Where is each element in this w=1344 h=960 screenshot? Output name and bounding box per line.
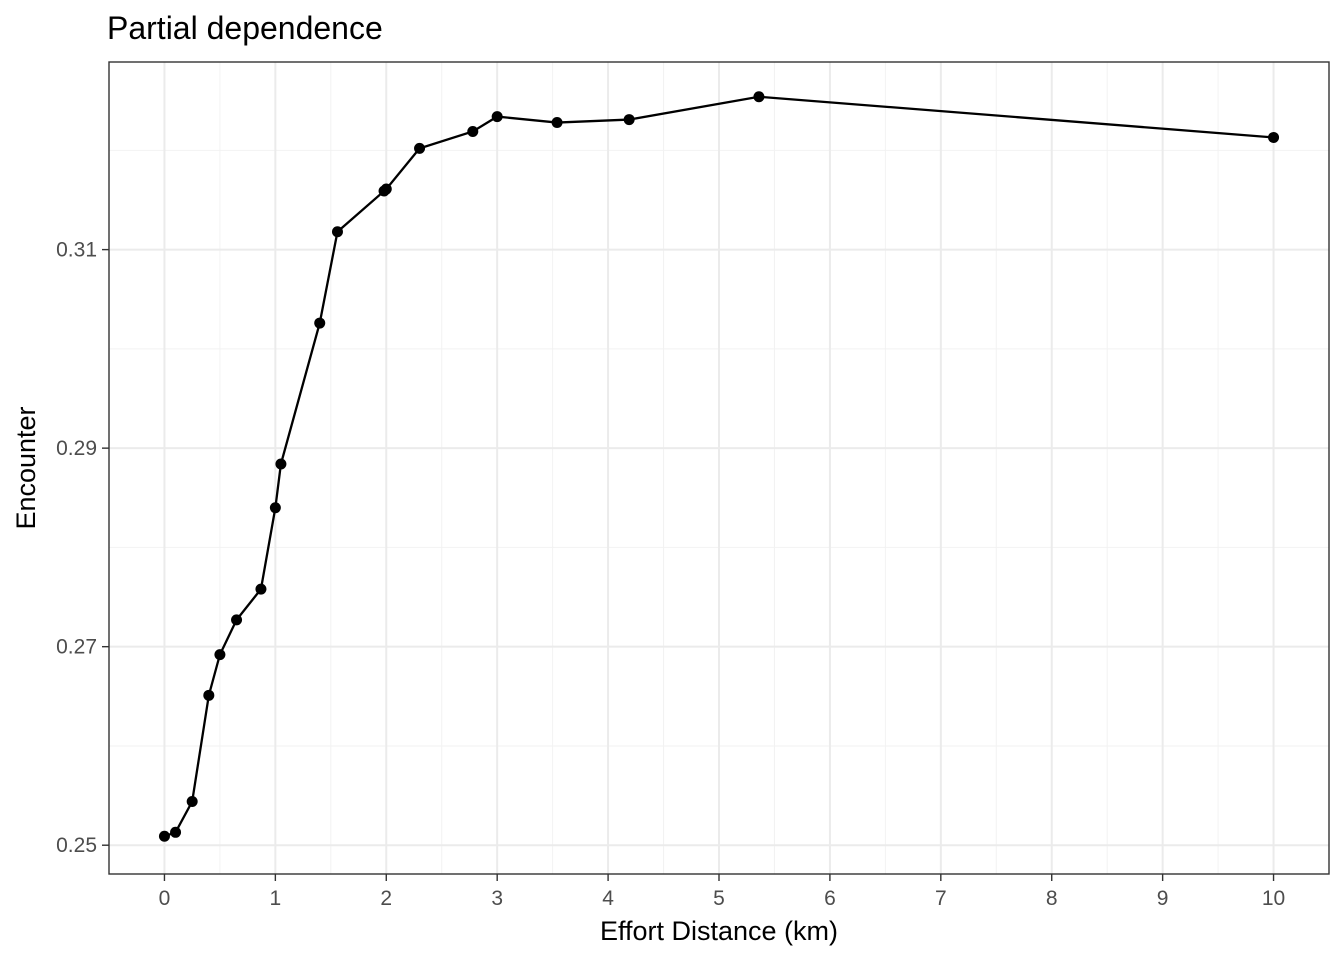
y-tick-label: 0.29: [56, 437, 97, 460]
y-tick-label: 0.25: [56, 834, 97, 857]
data-point: [380, 183, 392, 195]
data-point: [623, 114, 635, 126]
x-tick-label: 7: [935, 887, 947, 910]
data-point: [231, 614, 243, 626]
series-layer: [158, 91, 1280, 842]
x-tick-label: 2: [380, 887, 392, 910]
x-tick-label: 5: [713, 887, 725, 910]
data-point: [753, 91, 765, 103]
data-point: [491, 111, 503, 123]
data-point: [170, 826, 182, 838]
data-point: [551, 117, 563, 129]
data-point: [275, 458, 287, 470]
data-point: [269, 502, 281, 514]
x-tick-label: 4: [602, 887, 614, 910]
y-axis-title: Encounter: [11, 406, 41, 529]
y-tick-label: 0.27: [56, 636, 97, 659]
x-tick-label: 3: [491, 887, 503, 910]
data-point: [186, 796, 198, 808]
series-line: [164, 95, 1274, 838]
data-point: [314, 317, 326, 329]
x-tick-label: 1: [270, 887, 282, 910]
data-point: [255, 583, 267, 595]
data-point: [414, 142, 426, 154]
data-point: [467, 125, 479, 137]
chart-title: Partial dependence: [107, 10, 383, 46]
data-point: [203, 689, 215, 701]
x-tick-label: 10: [1262, 887, 1285, 910]
data-point: [331, 226, 343, 238]
data-point: [1268, 131, 1280, 143]
x-tick-label: 6: [824, 887, 836, 910]
data-point: [158, 830, 170, 842]
major-gridlines: [109, 62, 1329, 874]
x-tick-label: 8: [1046, 887, 1058, 910]
y-axis: 0.25 0.27 0.29 0.31: [56, 239, 109, 857]
x-axis-title: Effort Distance (km): [600, 916, 838, 946]
x-axis: 0 1 2 3 4 5 6 7 8 9 10: [159, 874, 1285, 910]
data-point: [214, 649, 226, 661]
x-tick-label: 0: [159, 887, 171, 910]
y-tick-label: 0.31: [56, 239, 97, 262]
x-tick-label: 9: [1157, 887, 1169, 910]
